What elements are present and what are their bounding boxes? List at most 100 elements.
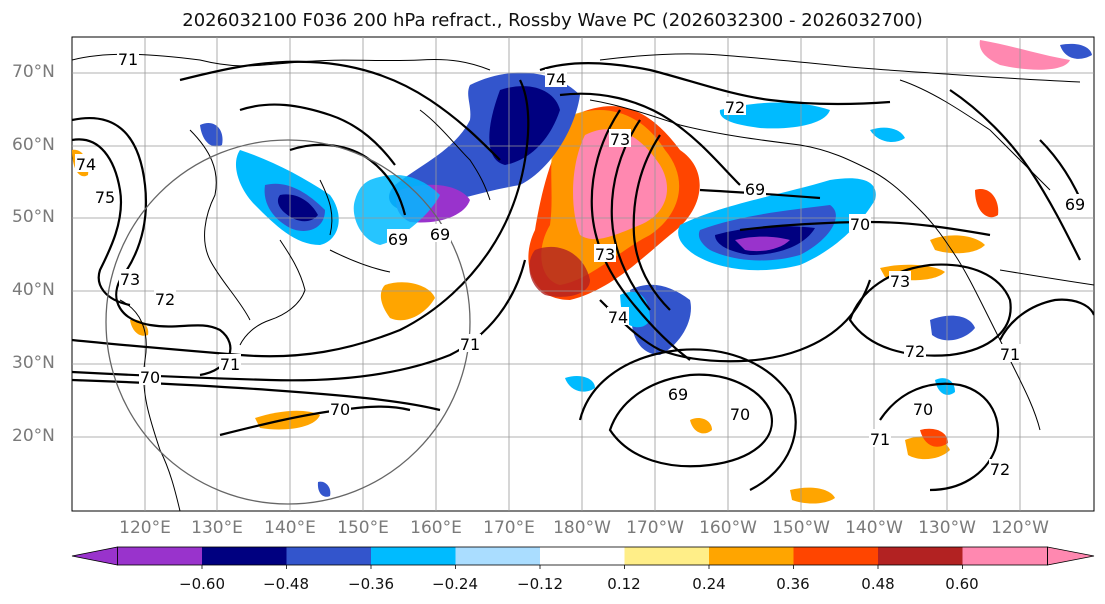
contour-label-bg xyxy=(545,69,567,87)
contour-label: 71 xyxy=(1000,345,1020,364)
contour-label: 74 xyxy=(608,308,628,327)
lat-label: 40°N xyxy=(12,280,55,300)
lon-label: 150°E xyxy=(337,518,389,538)
contour-label: 74 xyxy=(76,155,96,174)
colorbar-tick-label: −0.12 xyxy=(517,575,563,593)
contour-label: 71 xyxy=(118,50,138,69)
colorbar-tick-label: 0.60 xyxy=(945,575,979,593)
colorbar-tick-label: 0.12 xyxy=(607,575,641,593)
contour-label: 69 xyxy=(1065,195,1085,214)
contour-label-bg xyxy=(219,354,241,372)
lon-label: 170°E xyxy=(483,518,535,538)
contour-label: 74 xyxy=(546,70,566,89)
colorbar-segment xyxy=(709,547,794,565)
colorbar-extend-right xyxy=(1047,546,1095,566)
colorbar-frame xyxy=(117,546,1048,566)
contour-label: 70 xyxy=(730,405,750,424)
colorbar-segment xyxy=(202,547,287,565)
contour-label: 72 xyxy=(905,342,925,361)
contour-label-bg xyxy=(119,269,141,287)
contour-label-bg xyxy=(607,307,629,325)
colorbar-tick-label: −0.48 xyxy=(263,575,309,593)
contour-label-bg xyxy=(849,214,871,232)
contour-label: 72 xyxy=(725,98,745,117)
contour-label-bg xyxy=(912,399,934,417)
colorbar-tick-label: −0.24 xyxy=(432,575,478,593)
contour-label: 70 xyxy=(140,368,160,387)
lat-label: 50°N xyxy=(12,207,55,227)
contour-label: 71 xyxy=(220,355,240,374)
lon-label: 160°W xyxy=(699,518,757,538)
contour-label: 72 xyxy=(990,460,1010,479)
contour-label-bg xyxy=(429,224,451,242)
contour-label-bg xyxy=(889,271,911,289)
colorbar-segment xyxy=(117,547,202,565)
domain-circle xyxy=(105,139,471,505)
colorbar-segment xyxy=(540,547,625,565)
contour-label: 73 xyxy=(610,130,630,149)
contour-label: 69 xyxy=(388,230,408,249)
contour-label-bg xyxy=(869,429,891,447)
contour-label-bg xyxy=(459,334,481,352)
contour-label-bg xyxy=(329,399,351,417)
contour-label: 70 xyxy=(850,215,870,234)
contour-label-bg xyxy=(729,404,751,422)
colorbar-tick-label: 0.48 xyxy=(861,575,895,593)
lon-label: 120°W xyxy=(991,518,1049,538)
colorbar-segment xyxy=(878,547,963,565)
colorbar-tick-label: −0.60 xyxy=(179,575,225,593)
graticule xyxy=(72,37,1094,511)
lat-label: 20°N xyxy=(12,426,55,446)
contour-label-bg xyxy=(139,367,161,385)
lat-label: 70°N xyxy=(12,62,55,82)
contour-label: 73 xyxy=(595,245,615,264)
contour-label-bg xyxy=(667,384,689,402)
contour-label-bg xyxy=(75,154,97,172)
contour-label-bg xyxy=(1064,194,1086,212)
lat-label: 60°N xyxy=(12,135,55,155)
contour-label: 71 xyxy=(460,335,480,354)
contour-label: 73 xyxy=(120,270,140,289)
contour-label: 70 xyxy=(913,400,933,419)
colorbar-segment xyxy=(455,547,540,565)
colorbar-segment xyxy=(793,547,878,565)
contour-label-bg xyxy=(904,341,926,359)
lon-label: 170°W xyxy=(626,518,684,538)
contour-label: 73 xyxy=(890,272,910,291)
contour-label: 72 xyxy=(155,290,175,309)
colorbar-extend-left xyxy=(71,546,118,566)
lon-label: 130°E xyxy=(191,518,243,538)
lon-label: 150°W xyxy=(772,518,830,538)
lon-label: 180°W xyxy=(553,518,611,538)
contour-label-bg xyxy=(94,187,116,205)
contour-label-bg xyxy=(387,229,409,247)
colorbar-tick-label: −0.36 xyxy=(348,575,394,593)
contour-label-bg xyxy=(989,459,1011,477)
lat-label: 30°N xyxy=(12,353,55,373)
contour-label: 70 xyxy=(330,400,350,419)
contour-label: 69 xyxy=(745,180,765,199)
lon-label: 130°W xyxy=(918,518,976,538)
colorbar-tick-label: 0.24 xyxy=(692,575,726,593)
lon-label: 160°E xyxy=(410,518,462,538)
contour-label-bg xyxy=(594,244,616,262)
colorbar-segment xyxy=(286,547,371,565)
shaded-areas xyxy=(72,40,1092,504)
colorbar-segment xyxy=(962,547,1048,565)
contour-label: 75 xyxy=(95,188,115,207)
colorbar-segment xyxy=(624,547,709,565)
lon-label: 140°W xyxy=(845,518,903,538)
map-title: 2026032100 F036 200 hPa refract., Rossby… xyxy=(182,10,923,31)
contour-label: 69 xyxy=(430,225,450,244)
contour-label-bg xyxy=(999,344,1021,362)
lon-label: 120°E xyxy=(119,518,171,538)
lon-label: 140°E xyxy=(264,518,316,538)
contour-label-bg xyxy=(724,97,746,115)
contour-label: 69 xyxy=(668,385,688,404)
contour-label-bg xyxy=(117,49,139,67)
colorbar-segment xyxy=(371,547,456,565)
contour-label: 71 xyxy=(870,430,890,449)
contour-label-bg xyxy=(744,179,766,197)
contours xyxy=(72,60,1094,492)
